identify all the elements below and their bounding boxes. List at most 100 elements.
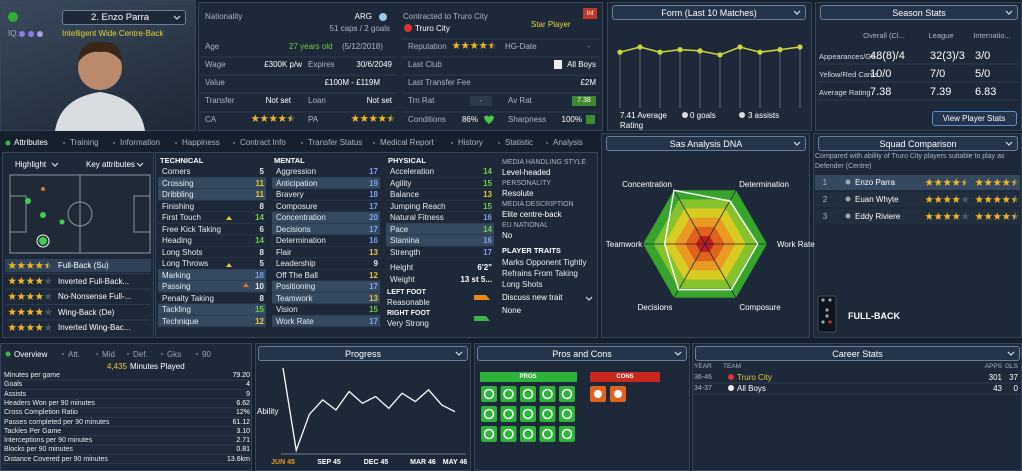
form-point — [737, 44, 743, 50]
tab[interactable]: Contract Info — [240, 138, 286, 147]
dropdown-chevron — [1005, 10, 1013, 15]
header-dropdown[interactable] — [695, 346, 1020, 361]
star — [278, 114, 287, 122]
attribute-name: Free Kick Taking — [162, 224, 221, 234]
tab[interactable]: Attributes — [14, 138, 48, 147]
star-fill-clip — [1002, 212, 1011, 220]
attribute-name: Heading — [162, 236, 192, 245]
sharp-icon — [586, 115, 595, 124]
tab[interactable]: Transfer Status — [308, 138, 363, 147]
header-dropdown[interactable] — [258, 346, 468, 361]
attribute-value: 17 — [369, 282, 378, 291]
star-filled — [934, 212, 943, 220]
tab[interactable]: Information — [120, 138, 161, 147]
pro-icon — [500, 406, 517, 422]
attribute-name: Positioning — [276, 282, 316, 291]
pro-glyph — [542, 408, 553, 420]
star-fill-clip — [1011, 212, 1016, 220]
attribute-value: 11 — [255, 190, 264, 199]
iq-dot — [37, 31, 43, 37]
value: 86% — [461, 115, 478, 124]
tab[interactable]: 90 — [202, 350, 211, 359]
description: Compared with ability of Truro City play… — [815, 153, 1005, 160]
tab[interactable]: History — [458, 138, 483, 147]
column-header: YEAR — [694, 363, 712, 370]
header-dropdown[interactable] — [477, 346, 687, 361]
nationality: ARG — [354, 12, 372, 21]
star — [44, 276, 53, 285]
player-head — [78, 46, 122, 90]
star-fill-clip — [35, 261, 44, 269]
view-stats-button[interactable] — [932, 111, 1017, 126]
foot-value: Reasonable — [387, 298, 430, 307]
star-filled — [26, 261, 35, 269]
dna-label: Determination — [739, 180, 789, 189]
player-role: Intelligent Wide Centre-Back — [62, 29, 164, 38]
label: CA — [205, 115, 217, 124]
iq-dot — [19, 31, 25, 37]
column-header: League — [928, 31, 954, 40]
star-fill-clip — [993, 212, 1002, 220]
attribute-name: Marking — [162, 270, 191, 280]
cons-label: CONS — [616, 374, 634, 380]
tab[interactable]: Medical Report — [380, 138, 434, 147]
pro-glyph — [483, 408, 495, 420]
star-empty — [961, 212, 970, 220]
stat-value: 13.6km — [227, 455, 250, 463]
form-point — [657, 49, 663, 55]
stat-value: 48(8)/4 — [870, 50, 905, 62]
tab-sep — [451, 142, 453, 144]
star — [26, 323, 35, 331]
name-box[interactable] — [62, 10, 186, 25]
label: Av Rat — [508, 96, 532, 105]
tab[interactable]: Att. — [68, 350, 81, 359]
pro-icon — [559, 386, 575, 402]
info-panel — [198, 2, 603, 131]
career-value: 37 — [1009, 373, 1018, 382]
star — [934, 212, 943, 220]
media-value: Level-headed — [502, 168, 551, 177]
attribute-value: 17 — [369, 167, 378, 176]
header-dropdown[interactable] — [820, 5, 1018, 20]
stat-value: 3.10 — [236, 427, 250, 435]
star-filled — [17, 307, 26, 316]
tab[interactable]: Training — [70, 138, 99, 147]
tab[interactable]: Happiness — [182, 138, 220, 147]
role-name: Inverted Wing-Bac... — [58, 323, 131, 332]
tab[interactable]: Def. — [133, 350, 148, 359]
tab[interactable]: Overview — [14, 350, 48, 359]
star-filled — [260, 114, 269, 122]
star — [8, 261, 17, 269]
role-name: Inverted Full-Back... — [58, 276, 130, 286]
stat-value: 4 — [246, 381, 250, 389]
header-dropdown[interactable] — [606, 136, 806, 151]
header-dropdown[interactable] — [818, 136, 1018, 151]
media-value: Elite centre-back — [502, 210, 562, 219]
attribute-name: Crossing — [162, 178, 194, 188]
discuss-trait[interactable]: Discuss new trait — [502, 293, 563, 302]
tab[interactable]: Statistic — [505, 138, 534, 147]
attribute-name: Penalty Taking — [162, 293, 214, 303]
heart-icon — [484, 115, 494, 124]
foot-label: LEFT FOOT — [387, 289, 426, 296]
overview-panel — [0, 343, 252, 471]
star-fill-clip — [369, 114, 378, 122]
tab[interactable]: Mid — [102, 350, 115, 359]
attribute-value: 8 — [259, 293, 264, 303]
attribute-value: 17 — [369, 201, 378, 211]
form-point — [777, 47, 783, 53]
dna-axis — [704, 190, 737, 245]
star-fill-clip — [360, 114, 369, 122]
header-dropdown[interactable] — [612, 5, 806, 20]
stat-name: Goals — [4, 381, 23, 389]
tab[interactable]: Analysis — [553, 138, 583, 147]
stat-name: Interceptions per 90 minutes — [4, 437, 93, 445]
tab[interactable]: Gks — [167, 350, 182, 359]
attribute-name: Bravery — [276, 190, 304, 199]
star-empty — [961, 195, 970, 203]
dropdown-chevron — [455, 351, 463, 356]
attribute-name: Stamina — [390, 236, 420, 245]
form-point — [717, 52, 723, 58]
attribute-value: 14 — [255, 213, 264, 222]
